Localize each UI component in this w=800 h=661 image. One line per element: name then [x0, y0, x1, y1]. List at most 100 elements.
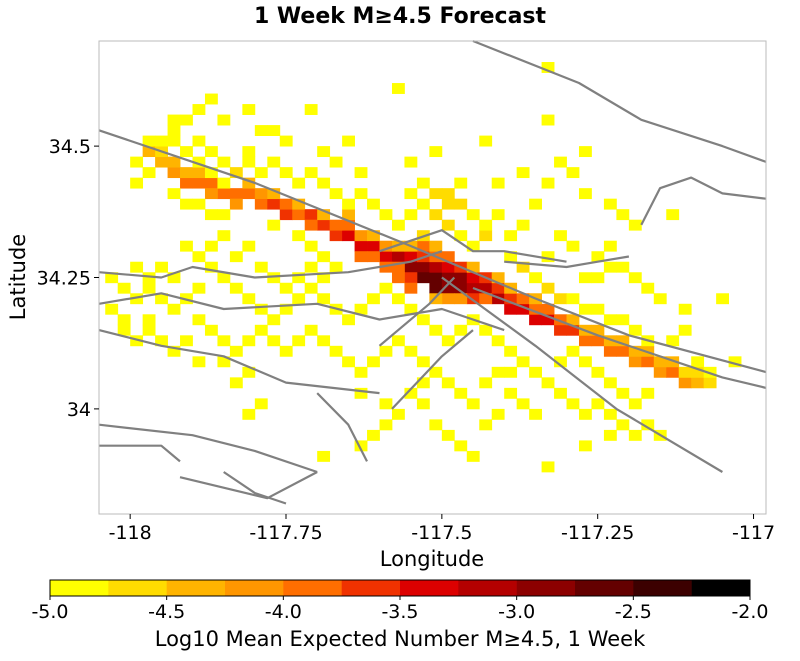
heatmap-cell: [217, 188, 231, 200]
heatmap-cell: [279, 303, 293, 315]
heatmap-cell: [354, 188, 368, 200]
heatmap-cell: [529, 198, 542, 210]
heatmap-cell: [466, 398, 480, 410]
heatmap-cell: [342, 356, 355, 368]
heatmap-cell: [267, 314, 281, 326]
heatmap-cell: [529, 408, 542, 420]
colorbar-tick-label: -4.5: [148, 601, 185, 623]
heatmap-cell: [242, 408, 256, 420]
heatmap-cell: [117, 314, 131, 326]
heatmap-cell: [404, 251, 418, 263]
heatmap-cell: [516, 303, 530, 315]
heatmap-cell: [416, 177, 430, 189]
heatmap-cell: [292, 230, 306, 242]
heatmap-cell: [404, 303, 418, 315]
heatmap-cell: [554, 293, 567, 305]
heatmap-cell: [491, 366, 505, 378]
heatmap-cell: [342, 209, 355, 221]
y-tick-label: 34.25: [37, 268, 91, 290]
heatmap-cell: [304, 104, 318, 115]
heatmap-cell: [317, 335, 331, 347]
heatmap-cell: [653, 293, 667, 305]
heatmap-cell: [678, 303, 692, 315]
heatmap-cell: [354, 303, 368, 315]
heatmap-cell: [541, 62, 555, 73]
heatmap-cell: [292, 198, 306, 210]
heatmap-cell: [292, 293, 306, 305]
heatmap-cell: [554, 324, 567, 336]
heatmap-cell: [192, 156, 206, 168]
colorbar-bin: [516, 580, 576, 596]
heatmap-cell: [429, 324, 443, 336]
heatmap-cell: [354, 387, 368, 399]
heatmap-cell: [429, 146, 443, 158]
heatmap-cell: [429, 272, 443, 284]
y-tick-label: 34.5: [49, 136, 91, 158]
heatmap-cell: [354, 366, 368, 378]
heatmap-cell: [666, 356, 680, 368]
heatmap-cell: [603, 408, 617, 420]
heatmap-cell: [217, 335, 231, 347]
heatmap-cell: [130, 177, 144, 189]
heatmap-cell: [254, 167, 268, 179]
heatmap-cell: [192, 356, 206, 368]
heatmap-cell: [391, 261, 405, 273]
heatmap-cell: [404, 282, 418, 294]
heatmap-cell: [142, 135, 156, 147]
heatmap-cell: [578, 356, 592, 368]
colorbar-bin: [50, 580, 109, 596]
heatmap-cell: [603, 314, 617, 326]
heatmap-cell: [591, 251, 605, 263]
heatmap-cell: [529, 366, 542, 378]
heatmap-cell: [628, 429, 642, 441]
heatmap-cell: [441, 261, 455, 273]
heatmap-cell: [404, 156, 418, 168]
heatmap-cell: [628, 398, 642, 410]
heatmap-cell: [105, 303, 119, 315]
heatmap-cell: [155, 335, 168, 347]
heatmap-cell: [491, 293, 505, 305]
colorbar-bin: [108, 580, 167, 596]
heatmap-cell: [342, 219, 355, 231]
heatmap-cell: [441, 219, 455, 231]
heatmap-cell: [167, 125, 181, 136]
heatmap-cell: [416, 198, 430, 210]
colorbar-bin: [225, 580, 284, 596]
heatmap-cell: [566, 293, 580, 305]
fault-line: [391, 329, 474, 410]
heatmap-cell: [155, 261, 168, 273]
heatmap-cell: [304, 261, 318, 273]
heatmap-cell: [404, 272, 418, 284]
heatmap-cell: [267, 156, 281, 168]
heatmap-cell: [454, 282, 468, 294]
heatmap-cell: [167, 188, 181, 200]
heatmap-cell: [242, 156, 256, 168]
heatmap-cell: [566, 345, 580, 357]
heatmap-cell: [142, 167, 156, 179]
colorbar-tick-label: -2.5: [615, 601, 652, 623]
heatmap-cell: [691, 377, 705, 389]
heatmap-cell: [180, 177, 193, 189]
heatmap-cell: [479, 324, 493, 336]
heatmap-cell: [391, 408, 405, 420]
heatmap-cell: [204, 324, 218, 336]
heatmap-cell: [479, 419, 493, 431]
heatmap-cell: [529, 272, 542, 284]
heatmap-cell: [628, 356, 642, 368]
heatmap-cell: [167, 135, 181, 147]
heatmap-cell: [591, 335, 605, 347]
heatmap-cell: [404, 261, 418, 273]
heatmap-cell: [304, 167, 318, 179]
heatmap-cell: [591, 272, 605, 284]
heatmap-cell: [603, 198, 617, 210]
heatmap-cell: [267, 198, 281, 210]
heatmap-cell: [691, 356, 705, 368]
heatmap-cell: [703, 377, 717, 389]
heatmap-cell: [454, 440, 468, 452]
heatmap-cell: [317, 251, 331, 263]
heatmap-cell: [591, 398, 605, 410]
heatmap-cell: [591, 324, 605, 336]
colorbar-tick-label: -4.0: [265, 601, 302, 623]
heatmap-cell: [541, 461, 555, 473]
